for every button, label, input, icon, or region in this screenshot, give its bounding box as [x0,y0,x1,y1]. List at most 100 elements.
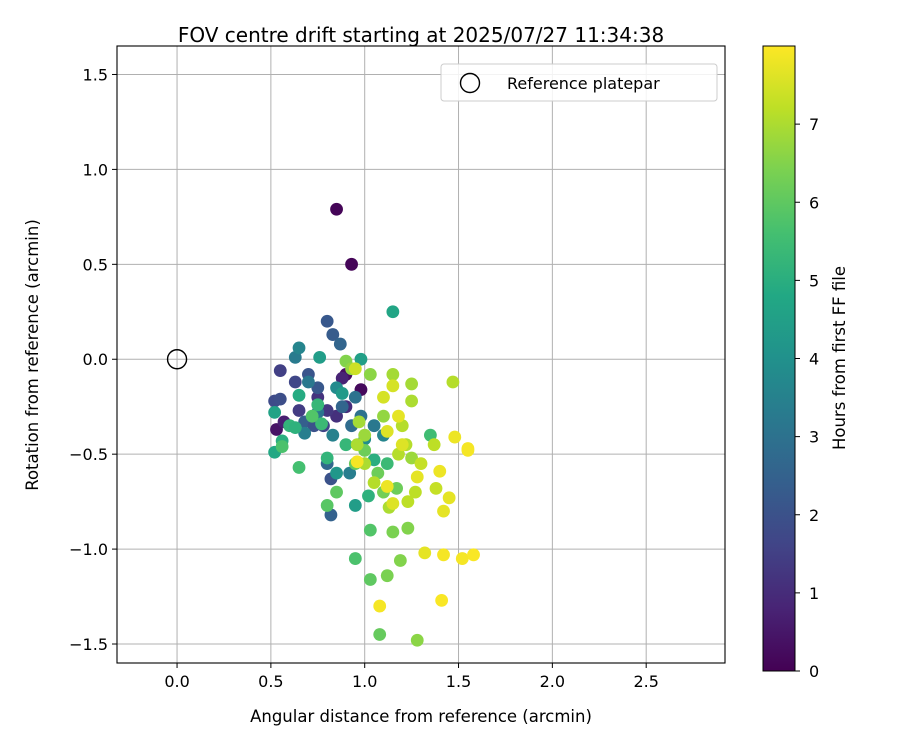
scatter-point [380,424,394,438]
colorbar-tick-label: 6 [809,193,819,212]
scatter-point [352,415,366,429]
scatter-point [363,523,377,537]
scatter-point [313,350,327,364]
scatter-point [348,552,362,565]
scatter-point [343,466,357,480]
scatter-point [339,438,353,452]
scatter-point [305,409,319,423]
scatter-point [275,440,289,453]
y-tick-label: −1.5 [69,635,108,654]
scatter-point [380,480,394,493]
scatter-point [330,466,343,480]
scatter-point [273,392,287,406]
scatter-point [442,491,456,505]
x-tick-label: 2.5 [633,672,658,691]
scatter-point [386,525,400,539]
scatter-point [311,398,325,412]
scatter-point [302,375,315,389]
scatter-point [348,362,362,376]
scatter-point [292,388,306,402]
scatter-point [320,451,334,465]
scatter-point [437,548,450,562]
legend: Reference platepar [440,63,718,102]
scatter-point [330,485,343,499]
scatter-points [166,202,480,647]
scatter-point [320,314,334,328]
scatter-point [315,417,328,431]
legend-reference-label: Reference platepar [507,74,660,93]
scatter-point [386,305,400,319]
scatter-point [348,390,362,404]
scatter-point [326,428,340,442]
scatter-point [330,409,343,423]
scatter-point [467,548,480,562]
colorbar-tick-label: 1 [809,584,819,603]
colorbar-tick-label: 2 [809,506,819,525]
scatter-point [414,457,428,471]
scatter-point [405,451,419,465]
y-axis-ticks: 1.5 1.0 0.5 0.0 −0.5 −1.0 −1.5 [69,65,117,654]
colorbar: 0 1 2 3 4 5 6 7 Hours from first FF file [762,45,849,681]
scatter-point [348,499,362,512]
colorbar-label: Hours from first FF file [830,266,849,450]
scatter-point [273,364,287,378]
scatter-point [288,421,302,434]
scatter-point [446,375,460,389]
y-tick-label: 1.5 [83,65,108,84]
scatter-point [358,428,372,442]
x-tick-label: 1.0 [352,672,377,691]
colorbar-tick-label: 4 [809,350,819,369]
legend-box [440,63,718,102]
scatter-point [410,633,424,647]
scatter-point [330,202,343,216]
scatter-point [395,438,409,452]
scatter-point [333,337,347,351]
scatter-point [345,257,358,271]
scatter-point [377,390,390,404]
scatter-point [386,379,400,393]
colorbar-ticks: 0 1 2 3 4 5 6 7 [795,115,819,681]
y-tick-label: 0.0 [83,350,108,369]
scatter-point [354,352,368,366]
scatter-point [292,341,306,355]
plot-frame [116,45,726,664]
scatter-point [298,426,312,440]
scatter-point [377,409,390,423]
scatter-point [367,419,381,433]
scatter-point [292,404,306,417]
x-tick-label: 0.0 [164,672,189,691]
grid-lines [117,46,725,663]
scatter-point [455,552,469,565]
y-tick-label: −1.0 [69,540,108,559]
scatter-point [435,593,449,607]
scatter-point [427,438,441,452]
scatter-point [363,368,377,381]
scatter-point [461,442,475,455]
scatter-point [311,381,325,395]
x-tick-label: 0.5 [258,672,283,691]
scatter-point [410,470,424,484]
scatter-point [380,569,394,583]
scatter-point [362,489,375,503]
chart-title: FOV centre drift starting at 2025/07/27 … [178,23,664,47]
scatter-point [448,430,462,444]
colorbar-tick-label: 3 [809,428,819,447]
scatter-point [335,387,349,400]
y-tick-label: 0.5 [83,255,108,274]
legend-reference-marker [459,72,481,94]
scatter-point [380,457,394,471]
reference-platepar-marker [166,349,188,370]
scatter-point [373,599,387,613]
scatter-point [433,464,447,478]
scatter-point [367,476,381,490]
scatter-point [292,461,306,474]
scatter-point [401,521,415,535]
scatter-point [418,546,432,560]
x-axis-label: Angular distance from reference (arcmin) [250,707,592,726]
scatter-point [386,368,400,381]
scatter-point [405,394,419,408]
colorbar-gradient [762,45,796,672]
scatter-point [429,481,443,495]
x-axis-ticks: 0.0 0.5 1.0 1.5 2.0 2.5 [164,663,659,691]
scatter-point [268,406,282,419]
